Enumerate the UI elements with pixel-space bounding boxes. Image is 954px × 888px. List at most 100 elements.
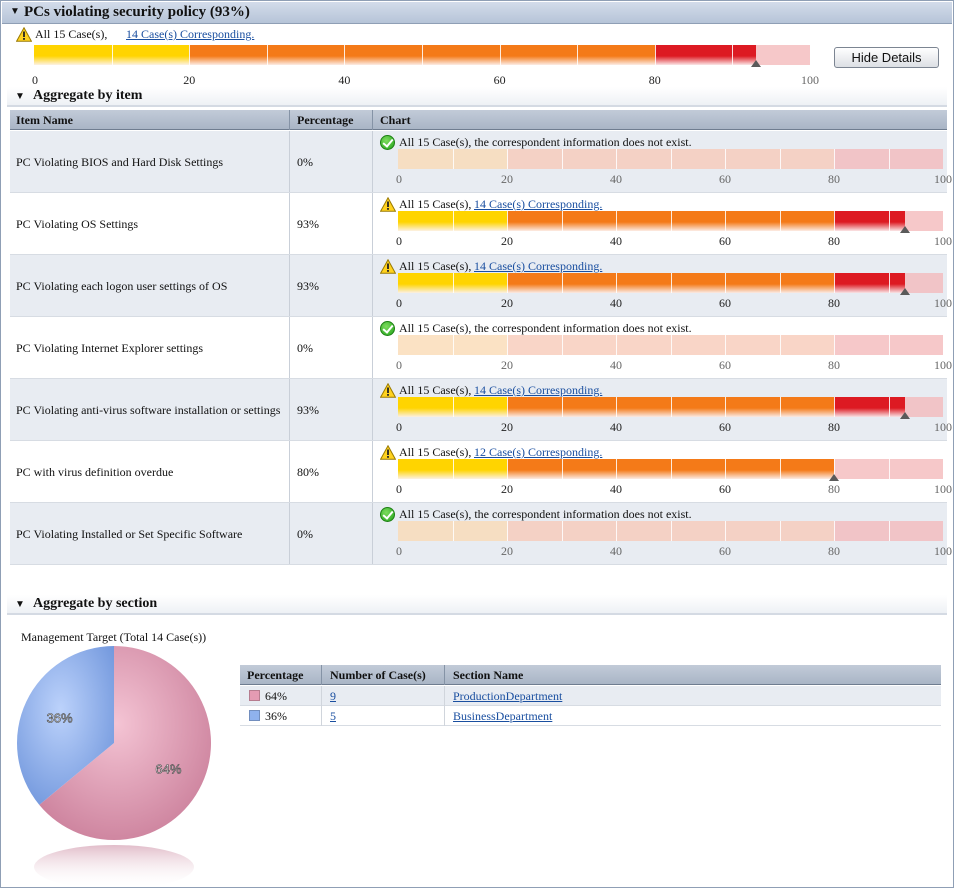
warning-icon <box>380 259 396 274</box>
gauge-axis-label: 0 <box>396 482 402 496</box>
gauge-axis-label: 60 <box>719 358 731 372</box>
pie-slice-label: 36% <box>47 710 73 725</box>
item-table-header: Item Name Percentage Chart <box>10 110 947 130</box>
pie-slice-label: 64% <box>155 762 181 777</box>
gauge-marker-icon <box>829 474 839 481</box>
collapse-triangle-icon[interactable]: ▼ <box>15 91 25 102</box>
item-name: PC with virus definition overdue <box>16 465 174 479</box>
col-item-name: Item Name <box>16 113 73 127</box>
pie-slice <box>16 646 114 805</box>
check-ok-icon <box>380 507 395 522</box>
gauge-axis-label: 20 <box>501 358 513 372</box>
item-table-row: PC Violating Installed or Set Specific S… <box>10 503 952 565</box>
gauge-axis-label: 60 <box>719 234 731 248</box>
section-table-header: Percentage Number of Case(s) Section Nam… <box>240 665 941 685</box>
section-name-link[interactable]: ProductionDepartment <box>453 689 563 703</box>
summary-cases-link[interactable]: 14 Case(s) Corresponding. <box>126 27 255 41</box>
panel-title: PCs violating security policy (93%) <box>24 4 250 20</box>
gauge-axis-label: 20 <box>501 544 513 558</box>
section-name-link[interactable]: BusinessDepartment <box>453 709 553 723</box>
gauge-axis-label: 100 <box>934 172 952 186</box>
gauge-axis-label: 40 <box>610 358 622 372</box>
gauge-axis-label: 80 <box>828 172 840 186</box>
gauge-axis-label: 40 <box>610 172 622 186</box>
item-status-text: All 15 Case(s), the correspondent inform… <box>399 507 692 521</box>
item-gauge: 0 20 40 60 80 100 <box>396 273 952 310</box>
item-cases-link[interactable]: 14 Case(s) Corresponding. <box>474 383 603 397</box>
pie-slice <box>39 646 211 840</box>
aggregate-by-section-title: Aggregate by section <box>33 596 158 611</box>
hide-details-button[interactable]: Hide Details <box>834 47 939 68</box>
legend-swatch <box>249 690 260 701</box>
item-status-text: All 15 Case(s), <box>399 259 472 273</box>
gauge-axis-label: 80 <box>828 482 840 496</box>
pie-title: Management Target (Total 14 Case(s)) <box>21 630 207 644</box>
col-percentage: Percentage <box>297 113 354 127</box>
item-gauge: 0 20 40 60 80 100 <box>396 459 952 496</box>
gauge-axis-label: 60 <box>719 172 731 186</box>
gauge-axis-label: 40 <box>610 234 622 248</box>
item-table-row: PC with virus definition overdue 80% All 1… <box>10 441 952 503</box>
item-cases-link[interactable]: 14 Case(s) Corresponding. <box>474 259 603 273</box>
warning-icon <box>380 383 396 398</box>
section-percentage: 64% <box>265 689 287 703</box>
item-gauge: 0 20 40 60 80 100 <box>396 211 952 248</box>
item-table-row: PC Violating BIOS and Hard Disk Settings… <box>10 131 952 193</box>
check-ok-icon <box>380 321 395 336</box>
item-status-text: All 15 Case(s), the correspondent inform… <box>399 321 692 335</box>
gauge-axis-label: 20 <box>501 234 513 248</box>
item-status-text: All 15 Case(s), the correspondent inform… <box>399 135 692 149</box>
summary-gauge: 0 20 40 60 80 100 <box>32 45 819 87</box>
col-chart: Chart <box>380 113 411 127</box>
item-cases-link[interactable]: 12 Case(s) Corresponding. <box>474 445 603 459</box>
gauge-axis-label: 100 <box>934 420 952 434</box>
gauge-axis-label: 100 <box>934 358 952 372</box>
item-percentage: 93% <box>297 403 319 417</box>
gauge-axis-label: 20 <box>501 296 513 310</box>
gauge-axis-label: 0 <box>396 296 402 310</box>
item-table-row: PC Violating each logon user settings of… <box>10 255 952 317</box>
item-status-text: All 15 Case(s), <box>399 445 472 459</box>
warning-icon <box>380 197 396 212</box>
section-pie-chart: 64% 36% <box>16 646 211 885</box>
item-status-text: All 15 Case(s), <box>399 383 472 397</box>
section-percentage: 36% <box>265 709 287 723</box>
gauge-axis-label: 40 <box>610 296 622 310</box>
aggregate-by-section-header[interactable]: ▼ Aggregate by section <box>7 595 947 615</box>
gauge-axis-label: 40 <box>338 73 351 87</box>
gauge-axis-label: 20 <box>183 73 196 87</box>
aggregate-by-item-header[interactable]: ▼ Aggregate by item <box>7 87 947 107</box>
item-cases-link[interactable]: 14 Case(s) Corresponding. <box>474 197 603 211</box>
item-percentage: 0% <box>297 527 313 541</box>
collapse-triangle-icon[interactable]: ▼ <box>10 6 20 17</box>
item-table-row: PC Violating anti-virus software install… <box>10 379 952 441</box>
item-gauge: 0 20 40 60 80 100 <box>396 149 952 186</box>
item-name: PC Violating OS Settings <box>16 217 139 231</box>
item-name: PC Violating anti-virus software install… <box>16 403 281 417</box>
legend-swatch <box>249 710 260 721</box>
gauge-axis-label: 100 <box>934 482 952 496</box>
gauge-fill-segment <box>654 45 756 65</box>
gauge-axis-label: 40 <box>610 482 622 496</box>
item-gauge: 0 20 40 60 80 100 <box>396 335 952 372</box>
item-percentage: 0% <box>297 341 313 355</box>
gauge-axis-label: 80 <box>828 420 840 434</box>
item-percentage: 93% <box>297 279 319 293</box>
item-percentage: 80% <box>297 465 319 479</box>
section-cases-link[interactable]: 9 <box>330 689 336 703</box>
gauge-axis-label: 80 <box>828 234 840 248</box>
item-table-row: PC Violating OS Settings 93% All 15 Case(s… <box>10 193 952 255</box>
collapse-triangle-icon[interactable]: ▼ <box>15 599 25 610</box>
gauge-axis-label: 100 <box>934 296 952 310</box>
gauge-axis-label: 60 <box>493 73 506 87</box>
gauge-axis-label: 60 <box>719 296 731 310</box>
gauge-axis-label: 0 <box>396 234 402 248</box>
col-number-of-cases: Number of Case(s) <box>330 668 426 682</box>
gauge-marker-icon <box>750 60 761 67</box>
panel-title-bar[interactable]: ▼ PCs violating security policy (93%) <box>2 2 952 24</box>
gauge-marker-icon <box>899 226 910 233</box>
gauge-axis-label: 0 <box>396 172 402 186</box>
gauge-marker-icon <box>899 412 910 419</box>
section-cases-link[interactable]: 5 <box>330 709 336 723</box>
